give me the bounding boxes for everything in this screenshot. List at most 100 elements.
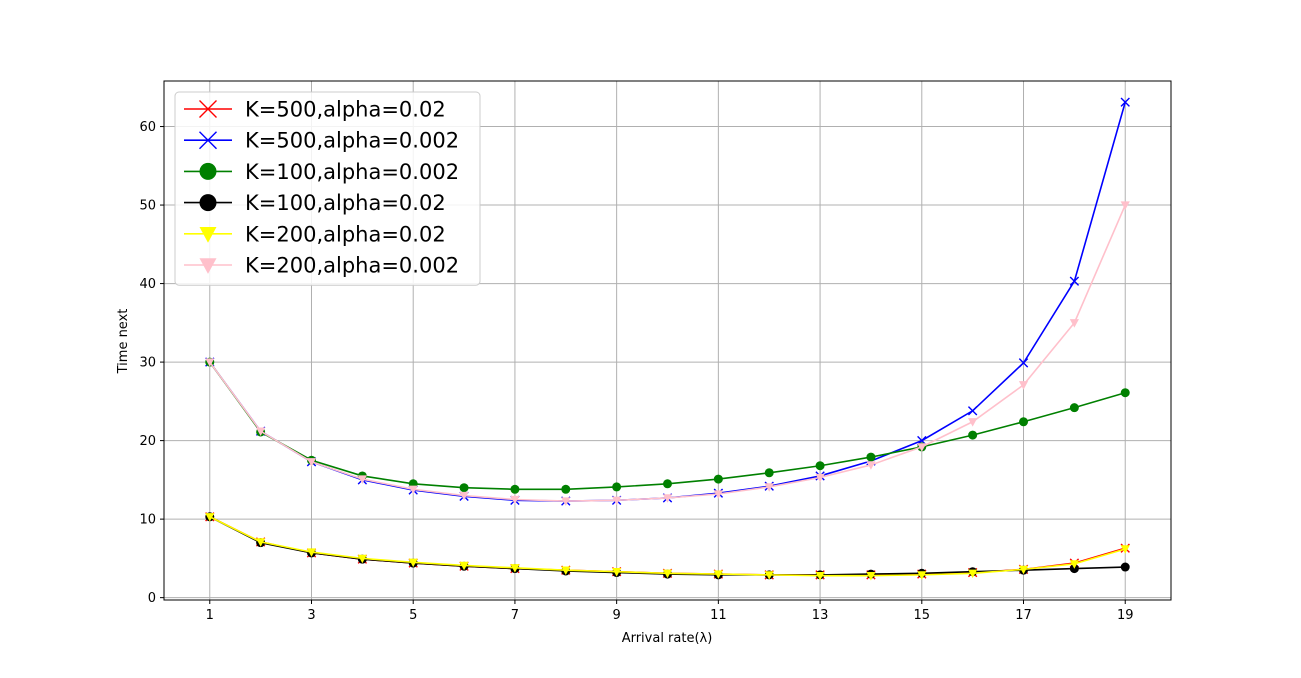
data-point — [306, 458, 317, 467]
y-tick-label: 60 — [139, 120, 156, 135]
legend-label: K=200,alpha=0.002 — [245, 254, 459, 278]
data-point — [459, 491, 469, 501]
x-tick-label: 15 — [914, 608, 931, 623]
data-point — [815, 461, 825, 471]
legend-marker — [199, 100, 217, 118]
y-axis-label: Time next — [116, 309, 131, 375]
data-point — [612, 482, 622, 492]
data-point — [459, 483, 469, 493]
data-point — [1069, 560, 1079, 569]
data-point — [561, 484, 571, 494]
data-point — [713, 474, 723, 484]
data-point — [357, 475, 367, 484]
x-tick-label: 11 — [710, 608, 727, 623]
data-point — [764, 468, 774, 478]
x-tick-label: 13 — [812, 608, 829, 623]
legend-marker — [199, 162, 217, 180]
y-tick-label: 30 — [139, 356, 156, 371]
data-point — [662, 494, 673, 503]
data-point — [1018, 358, 1029, 368]
series-6 — [205, 201, 1130, 506]
legend-item: K=200,alpha=0.02 — [184, 222, 446, 246]
x-axis-label: Arrival rate(λ) — [622, 631, 713, 646]
x-tick-label: 1 — [206, 608, 214, 623]
data-point — [1120, 97, 1130, 107]
x-tick-label: 19 — [1117, 608, 1134, 623]
data-point — [663, 479, 672, 489]
data-point — [408, 485, 418, 495]
data-point — [713, 570, 723, 579]
data-point — [764, 571, 774, 580]
y-tick-label: 0 — [148, 591, 156, 606]
data-point — [968, 569, 978, 579]
data-point — [1120, 201, 1130, 210]
data-point — [256, 427, 266, 437]
data-point — [1018, 565, 1029, 575]
legend-label: K=200,alpha=0.02 — [245, 222, 446, 246]
data-point — [967, 406, 978, 416]
legend-item: K=100,alpha=0.002 — [184, 160, 459, 184]
data-point — [1069, 276, 1080, 286]
data-point — [713, 490, 723, 499]
data-point — [205, 513, 215, 522]
data-point — [561, 497, 571, 506]
data-point — [205, 358, 215, 367]
legend-marker — [199, 258, 217, 274]
legend-box — [174, 91, 481, 286]
data-point — [866, 452, 876, 462]
data-point — [357, 554, 367, 564]
data-point — [510, 495, 520, 505]
data-point — [612, 496, 622, 506]
data-point — [561, 566, 571, 575]
data-point — [1069, 403, 1079, 413]
x-tick-label: 3 — [307, 608, 315, 623]
legend-label: K=500,alpha=0.02 — [245, 98, 446, 122]
data-point — [1019, 417, 1029, 427]
grid — [164, 81, 1171, 600]
data-point — [866, 461, 876, 470]
data-point — [612, 568, 622, 577]
data-point — [408, 558, 418, 568]
data-point — [1120, 545, 1130, 554]
y-tick-label: 50 — [139, 199, 156, 214]
data-point — [815, 473, 825, 483]
legend-marker — [199, 227, 217, 243]
legend-marker — [199, 194, 217, 212]
data-point — [459, 561, 469, 571]
data-point — [662, 569, 673, 579]
y-tick-label: 40 — [139, 277, 156, 292]
legend: K=500,alpha=0.02 K=500,alpha=0.002 K=100,a… — [174, 91, 481, 286]
series-5 — [205, 513, 1130, 581]
x-tick-label: 7 — [511, 608, 519, 623]
legend-item: K=200,alpha=0.002 — [184, 254, 459, 278]
y-tick-label: 20 — [139, 434, 156, 449]
y-tick-label: 10 — [139, 513, 156, 528]
legend-label: K=100,alpha=0.002 — [245, 160, 459, 184]
x-tick-label: 17 — [1015, 608, 1032, 623]
data-point — [1069, 319, 1079, 328]
legend-marker — [199, 131, 217, 150]
data-point — [510, 564, 520, 573]
data-point — [510, 484, 520, 494]
data-point — [764, 483, 774, 492]
legend-label: K=500,alpha=0.002 — [245, 129, 459, 153]
legend-item: K=500,alpha=0.02 — [184, 98, 446, 122]
series-lines — [205, 97, 1130, 581]
legend-label: K=100,alpha=0.02 — [245, 191, 446, 215]
data-point — [968, 418, 978, 427]
plot-frame — [163, 80, 1172, 601]
x-tick-label: 9 — [613, 608, 621, 623]
data-point — [256, 538, 266, 547]
data-point — [917, 443, 927, 452]
data-point — [1018, 381, 1029, 390]
data-point — [866, 571, 876, 581]
data-point — [968, 430, 978, 440]
data-point — [815, 571, 825, 581]
data-point — [1120, 388, 1130, 398]
data-point — [1120, 562, 1130, 572]
legend-item: K=500,alpha=0.002 — [184, 129, 459, 153]
data-point — [917, 571, 927, 580]
